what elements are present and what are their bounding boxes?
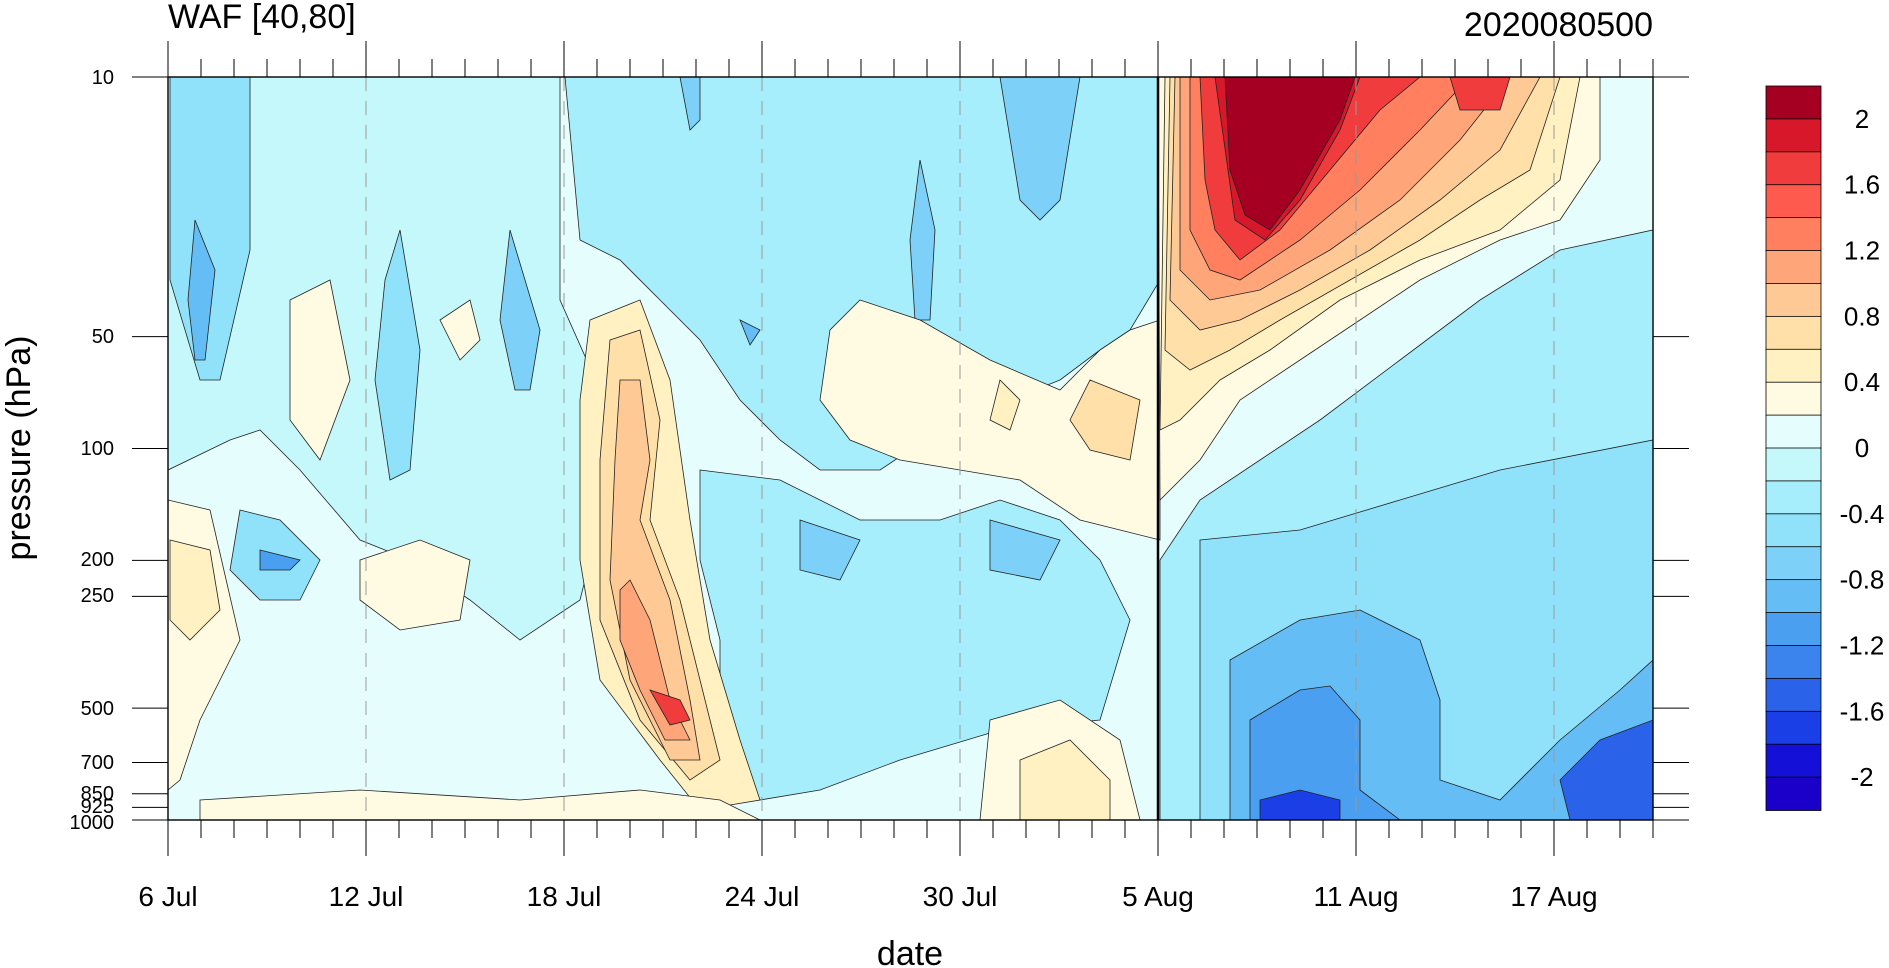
y-tick-marks <box>132 76 1689 821</box>
y-tick-label: 1000 <box>70 812 115 834</box>
colorbar-label: 0.8 <box>1844 301 1880 331</box>
contour-pos0-12jul <box>289 279 351 461</box>
colorbar-swatch <box>1765 480 1822 515</box>
colorbar-swatch <box>1765 348 1822 384</box>
colorbar-swatch <box>1765 710 1822 746</box>
colorbar-swatch <box>1765 250 1822 285</box>
contour-lobe-west-core <box>187 219 216 361</box>
colorbar-swatch <box>1765 184 1822 219</box>
colorbar-labels: 2 1.6 1.2 0.8 0.4 0 -0.4 -0.8 -1.2 -1.6 -2 <box>1840 104 1885 792</box>
x-tick-label: 17 Aug <box>1510 881 1597 912</box>
y-tick-label: 100 <box>81 438 114 460</box>
x-tick-label: 18 Jul <box>527 881 602 912</box>
colorbar-swatch <box>1765 151 1822 186</box>
x-tick-label: 30 Jul <box>923 881 998 912</box>
colorbar-label: 0 <box>1855 433 1869 463</box>
contour-neg2-east-floor <box>1259 789 1341 820</box>
colorbar-swatch <box>1765 315 1822 351</box>
colorbar-swatch <box>1765 743 1822 778</box>
contour-neg2-east-corner <box>1559 719 1653 820</box>
x-tick-label: 24 Jul <box>725 881 800 912</box>
contour-lobe-18jul <box>499 229 541 391</box>
x-tick-labels: 6 Jul 12 Jul 18 Jul 24 Jul 30 Jul 5 Aug … <box>138 881 1597 912</box>
contour-pos16-21jul <box>649 689 691 726</box>
contour-lobe-26jul <box>679 77 701 131</box>
colorbar-swatch <box>1765 546 1822 581</box>
colorbar-swatch <box>1765 513 1822 548</box>
x-tick-label: 6 Jul <box>138 881 197 912</box>
colorbar-label: -1.6 <box>1840 696 1885 726</box>
y-tick-label: 50 <box>92 326 114 348</box>
colorbar-swatch <box>1765 677 1822 713</box>
colorbar <box>1765 85 1822 811</box>
colorbar-swatch <box>1765 85 1822 120</box>
contour-pos04-west <box>169 539 221 641</box>
y-tick-label: 200 <box>81 549 114 571</box>
contour-pos04-3aug <box>1069 379 1141 461</box>
contour-pos04-31jul <box>989 379 1021 431</box>
date-stamp: 2020080500 <box>1464 6 1653 44</box>
contour-lobe-30jul <box>999 77 1081 221</box>
y-tick-labels: 10 50 100 200 250 500 700 850 925 1000 <box>70 67 115 834</box>
colorbar-label: 2 <box>1855 104 1869 134</box>
contour-lobe-12jul <box>374 229 421 481</box>
colorbar-label: -1.2 <box>1840 630 1885 660</box>
contour-eddy-8jul-core <box>259 549 301 571</box>
contour-pos0-14jul <box>439 299 481 361</box>
date-gridlines <box>365 77 1555 820</box>
colorbar-swatch <box>1765 645 1822 680</box>
colorbar-swatch <box>1765 579 1822 614</box>
x-tick-label: 5 Aug <box>1122 881 1194 912</box>
x-axis-label: date <box>877 935 943 968</box>
contour-pos0-floor-west <box>199 789 761 820</box>
colorbar-label: -0.8 <box>1840 565 1885 595</box>
colorbar-swatch <box>1765 217 1822 252</box>
y-tick-label: 10 <box>92 67 114 89</box>
colorbar-swatch <box>1765 283 1822 318</box>
chart-title: WAF [40,80] <box>168 0 356 36</box>
contour-eddy-2aug <box>989 519 1061 581</box>
colorbar-swatch <box>1765 776 1822 811</box>
colorbar-label: 1.2 <box>1844 236 1880 266</box>
contour-pos-max-plume <box>1224 77 1356 231</box>
contour-pos04-2aug-low <box>1019 739 1111 820</box>
contour-lobe-28jul <box>909 159 936 321</box>
y-tick-label: 250 <box>81 585 114 607</box>
contour-pos12-21jul <box>619 579 691 741</box>
colorbar-label: -0.4 <box>1840 499 1885 529</box>
contour-fields <box>168 77 1653 820</box>
y-tick-label: 500 <box>81 698 114 720</box>
y-tick-label: 850 <box>81 783 114 805</box>
y-tick-label: 700 <box>81 752 114 774</box>
contour-eddy-26jul <box>799 519 861 581</box>
colorbar-swatch <box>1765 447 1822 482</box>
colorbar-swatch <box>1765 118 1822 153</box>
contour-pos-east-high <box>1449 77 1511 111</box>
x-tick-label: 11 Aug <box>1313 881 1398 912</box>
colorbar-label: 0.4 <box>1844 367 1880 397</box>
colorbar-label: -2 <box>1850 762 1873 792</box>
contour-pos0-15jul <box>359 539 471 631</box>
x-tick-label: 12 Jul <box>329 881 404 912</box>
colorbar-label: 1.6 <box>1844 170 1880 200</box>
x-tick-marks <box>167 41 1654 856</box>
colorbar-swatch <box>1765 414 1822 449</box>
y-tick-label: 925 <box>81 796 114 818</box>
y-axis-label: pressure (hPa) <box>0 336 38 561</box>
colorbar-swatch <box>1765 612 1822 647</box>
colorbar-swatch <box>1765 381 1822 416</box>
contour-lobe-20jul-right <box>739 319 761 346</box>
contour-neg16-east-low <box>1249 685 1401 820</box>
